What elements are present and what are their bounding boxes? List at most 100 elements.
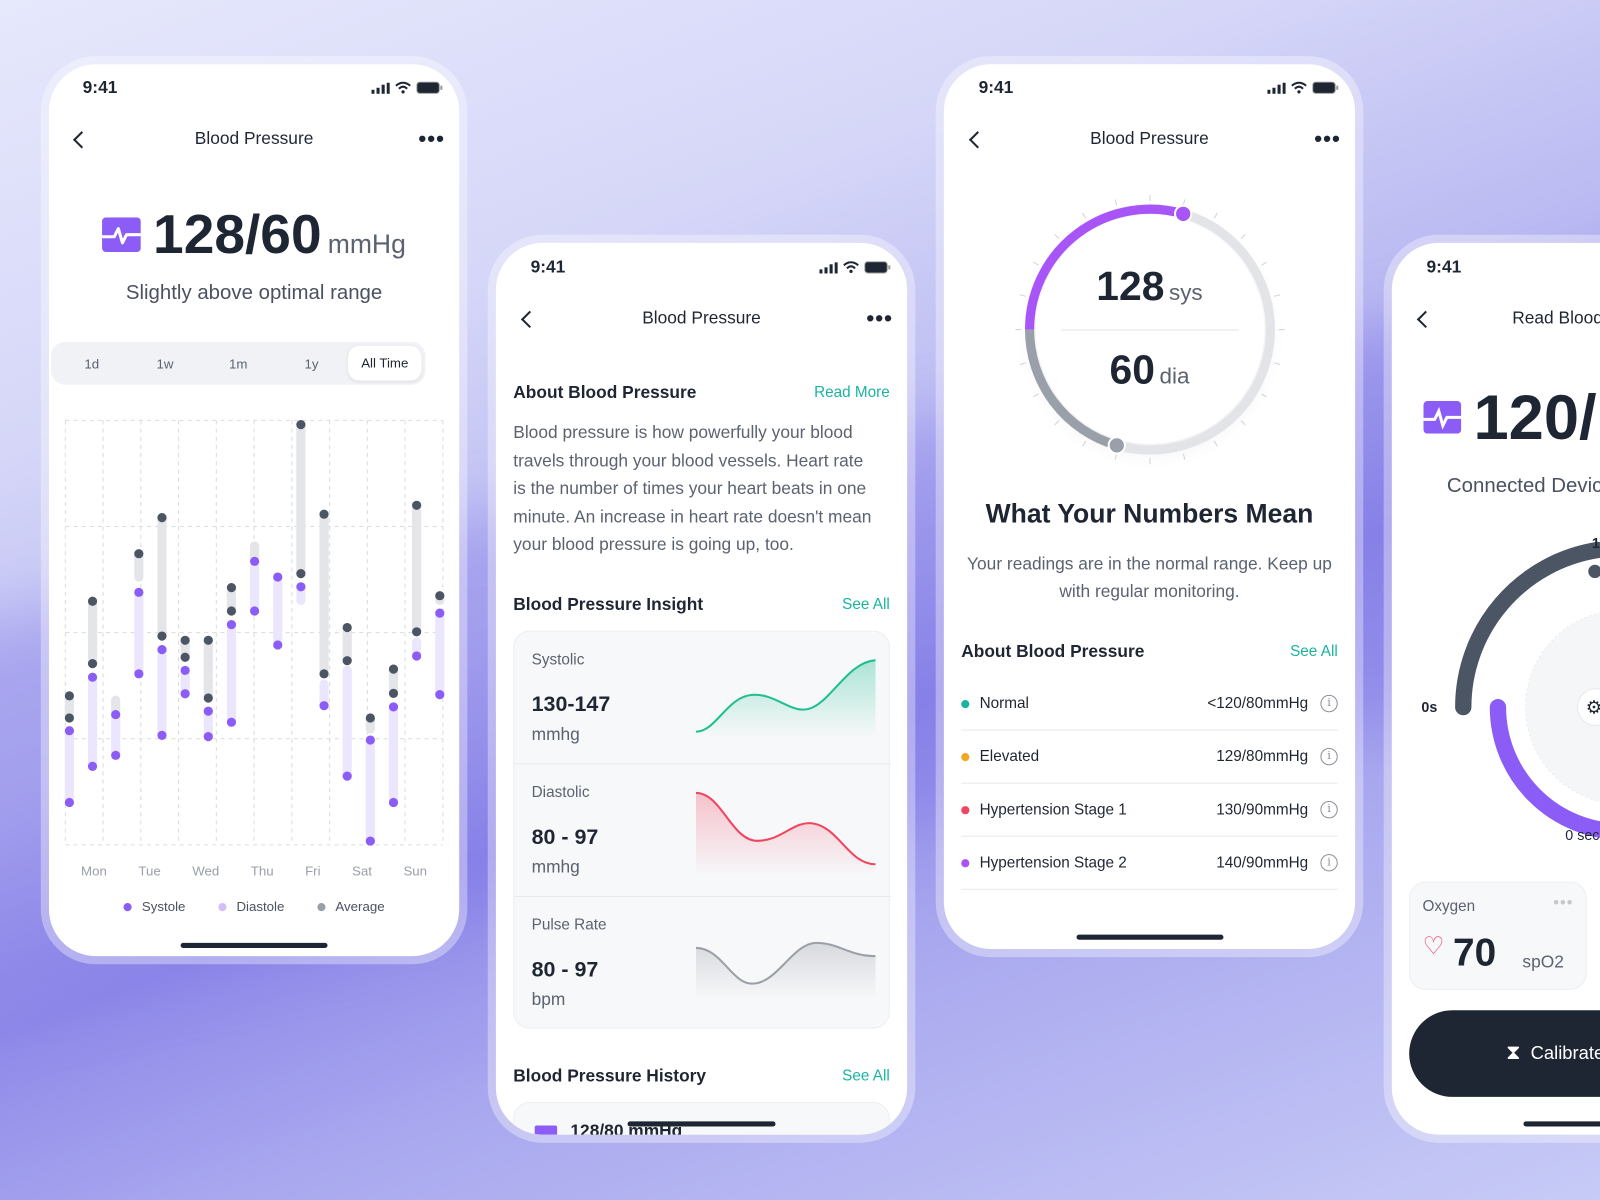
- back-button[interactable]: [1416, 310, 1435, 329]
- more-options-button[interactable]: •••: [1314, 125, 1341, 152]
- average-point: [365, 713, 375, 723]
- see-all-link[interactable]: See All: [1290, 642, 1338, 661]
- range-1m[interactable]: 1m: [229, 355, 248, 371]
- systole-point: [134, 587, 144, 597]
- status-time: 9:41: [82, 77, 118, 97]
- phone-numbers-screen: 9:41 Blood Pressure ••• 128 sys 60 dia W…: [935, 56, 1364, 958]
- oxygen-card[interactable]: Oxygen ••• ♡ 70 spO2: [1409, 881, 1587, 990]
- average-point: [87, 659, 98, 669]
- numbers-description: Your readings are in the normal range. K…: [967, 554, 1332, 602]
- average-point: [64, 691, 74, 701]
- insight-card: Systolic 130-147 mmhg Diastolic 80 - 97 …: [513, 630, 891, 1030]
- battery-icon: [416, 81, 443, 94]
- settings-icon[interactable]: ⚙: [1586, 696, 1600, 717]
- diastolic-sparkline: [695, 791, 876, 877]
- average-point: [319, 669, 329, 679]
- average-point: [87, 596, 98, 606]
- insight-systolic[interactable]: Systolic 130-147 mmhg: [514, 632, 891, 765]
- about-title: About Blood Pressure: [513, 382, 697, 403]
- gauge-tick: [1019, 294, 1026, 297]
- gauge-tick: [1213, 212, 1218, 219]
- insight-pulse-rate[interactable]: Pulse Rate 80 - 97 bpm: [514, 897, 891, 1030]
- more-icon[interactable]: •••: [1553, 894, 1574, 913]
- average-point: [435, 591, 445, 601]
- range-all-time[interactable]: All Time: [348, 345, 422, 381]
- about-text: Blood pressure is how powerfully your bl…: [513, 422, 872, 555]
- day-label: Fri: [305, 863, 321, 879]
- timer-max-label: 15: [1591, 534, 1600, 552]
- chart-legend: Systole Diastole Average: [49, 899, 459, 914]
- wifi-icon: [843, 261, 859, 274]
- legend-systole: Systole: [123, 899, 185, 914]
- category-normal[interactable]: Normal <120/80mmHg i: [961, 678, 1338, 731]
- diastolic-handle: [1107, 436, 1126, 455]
- day-label: Sun: [403, 863, 428, 879]
- insight-diastolic[interactable]: Diastolic 80 - 97 mmhg: [514, 764, 891, 897]
- history-item[interactable]: 128/80 mmHg: [513, 1102, 890, 1135]
- read-more-link[interactable]: Read More: [814, 383, 890, 402]
- status-time: 9:41: [530, 257, 566, 277]
- day-label: Thu: [250, 863, 274, 879]
- systolic-sparkline: [695, 659, 876, 738]
- average-point: [342, 622, 352, 633]
- legend-average: Average: [317, 899, 385, 914]
- systole-point: [157, 645, 167, 655]
- category-hypertension-1[interactable]: Hypertension Stage 1 130/90mmHg i: [961, 784, 1338, 837]
- signal-icon: [371, 82, 390, 94]
- page-title: Read Blood Pressure: [1512, 308, 1600, 328]
- timer-bottom-label: 0 sec: [1565, 826, 1600, 843]
- info-icon[interactable]: i: [1320, 747, 1338, 766]
- systole-point: [203, 706, 213, 716]
- range-1y[interactable]: 1y: [304, 355, 319, 371]
- more-options-button[interactable]: •••: [866, 305, 893, 331]
- day-label: Tue: [138, 863, 161, 879]
- reading-value: 128/60: [153, 204, 322, 266]
- phone-insight-screen: 9:41 Blood Pressure ••• About Blood Pres…: [487, 234, 916, 1143]
- systole-point: [273, 572, 283, 582]
- blood-pressure-chart: [64, 419, 445, 846]
- status-icons: [1267, 81, 1339, 94]
- wifi-icon: [395, 81, 411, 94]
- calibrate-button[interactable]: ⧗ Calibrate: [1409, 1010, 1600, 1097]
- info-icon[interactable]: i: [1320, 854, 1338, 872]
- device-status: Connected Device: [1446, 474, 1600, 497]
- status-time: 9:41: [1426, 257, 1462, 277]
- battery-icon: [864, 261, 891, 274]
- home-indicator: [1076, 934, 1224, 940]
- systole-point: [180, 665, 190, 676]
- range-1w[interactable]: 1w: [156, 355, 174, 371]
- signal-icon: [1267, 82, 1286, 94]
- gauge-tick: [1240, 420, 1246, 426]
- home-indicator: [1523, 1121, 1600, 1127]
- wifi-icon: [1291, 81, 1307, 94]
- systole-point: [365, 735, 375, 745]
- gauge-tick: [1261, 393, 1267, 398]
- info-icon[interactable]: i: [1320, 801, 1338, 819]
- systole-point: [435, 608, 445, 618]
- gauge-tick: [1082, 440, 1087, 447]
- heart-rate-icon: [534, 1125, 558, 1135]
- gauge-tick: [1114, 199, 1118, 206]
- legend-diastole: Diastole: [218, 899, 284, 914]
- systole-point: [365, 836, 375, 846]
- gauge-tick: [1054, 420, 1060, 426]
- average-point: [412, 627, 422, 637]
- numbers-heading: What Your Numbers Mean: [985, 497, 1314, 529]
- systole-point: [249, 556, 260, 566]
- systole-point: [157, 730, 167, 740]
- info-icon[interactable]: i: [1320, 694, 1338, 713]
- category-hypertension-2[interactable]: Hypertension Stage 2 140/90mmHg i: [961, 837, 1338, 890]
- range-1d[interactable]: 1d: [84, 355, 100, 371]
- history-see-all-link[interactable]: See All: [842, 1067, 890, 1085]
- time-range-selector: 1d 1w 1m 1y All Time: [51, 341, 426, 385]
- category-elevated[interactable]: Elevated 129/80mmHg i: [961, 731, 1338, 784]
- timer-gauge: ⚙: [1455, 541, 1600, 838]
- diastolic-arc: [1024, 329, 1119, 450]
- status-icons: [819, 261, 891, 274]
- insight-see-all-link[interactable]: See All: [842, 595, 890, 614]
- insight-title: Blood Pressure Insight: [513, 594, 704, 615]
- systole-point: [87, 761, 98, 771]
- signal-icon: [819, 261, 838, 273]
- gauge-tick: [1261, 261, 1267, 266]
- average-point: [388, 688, 399, 698]
